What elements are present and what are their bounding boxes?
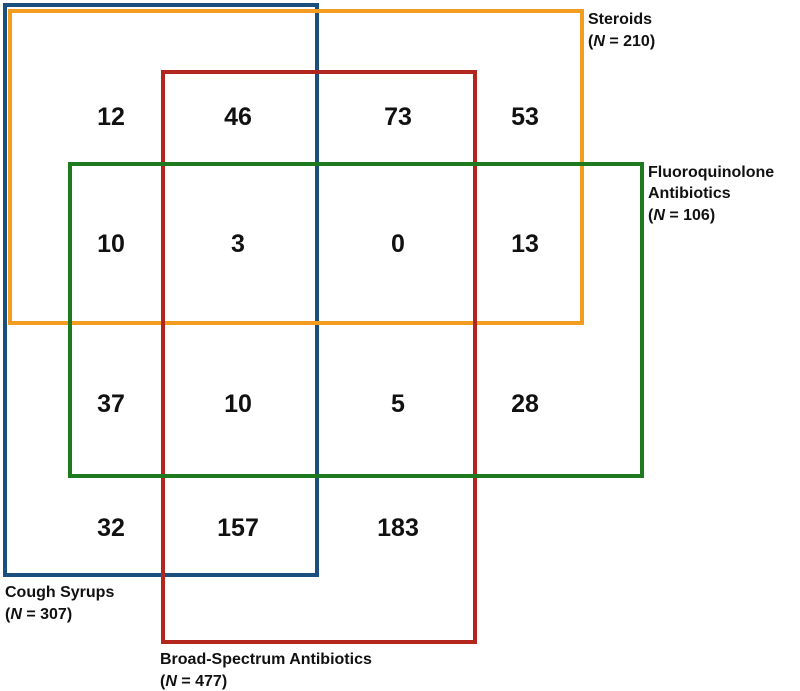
fluoroquinolone-box bbox=[68, 162, 644, 478]
cell-count: 12 bbox=[97, 103, 125, 131]
cell-count: 13 bbox=[511, 230, 539, 258]
cell-count: 28 bbox=[511, 390, 539, 418]
cell-count: 73 bbox=[384, 103, 412, 131]
cell-count: 5 bbox=[391, 390, 405, 418]
cell-count: 157 bbox=[217, 514, 259, 542]
cell-count: 53 bbox=[511, 103, 539, 131]
cell-count: 0 bbox=[391, 230, 405, 258]
cell-count: 10 bbox=[224, 390, 252, 418]
fluoroquinolone-label: Fluoroquinolone bbox=[648, 164, 774, 181]
cell-count: 183 bbox=[377, 514, 419, 542]
steroids-label: Steroids bbox=[588, 11, 652, 28]
cough-syrups-n-label: (N = 307) bbox=[5, 606, 72, 623]
steroids-n-label: (N = 210) bbox=[588, 33, 655, 50]
cough-syrups-label: Cough Syrups bbox=[5, 584, 114, 601]
cell-count: 32 bbox=[97, 514, 125, 542]
broad-spectrum-n-label: (N = 477) bbox=[160, 673, 227, 690]
cell-count: 3 bbox=[231, 230, 245, 258]
fluoroquinolone-label-line2: Antibiotics bbox=[648, 185, 731, 202]
cell-count: 10 bbox=[97, 230, 125, 258]
fluoroquinolone-n-label: (N = 106) bbox=[648, 207, 715, 224]
steroids-box bbox=[8, 9, 584, 325]
broad-spectrum-label: Broad-Spectrum Antibiotics bbox=[160, 651, 372, 668]
cell-count: 46 bbox=[224, 103, 252, 131]
broad-spectrum-box bbox=[161, 70, 477, 644]
cell-count: 37 bbox=[97, 390, 125, 418]
